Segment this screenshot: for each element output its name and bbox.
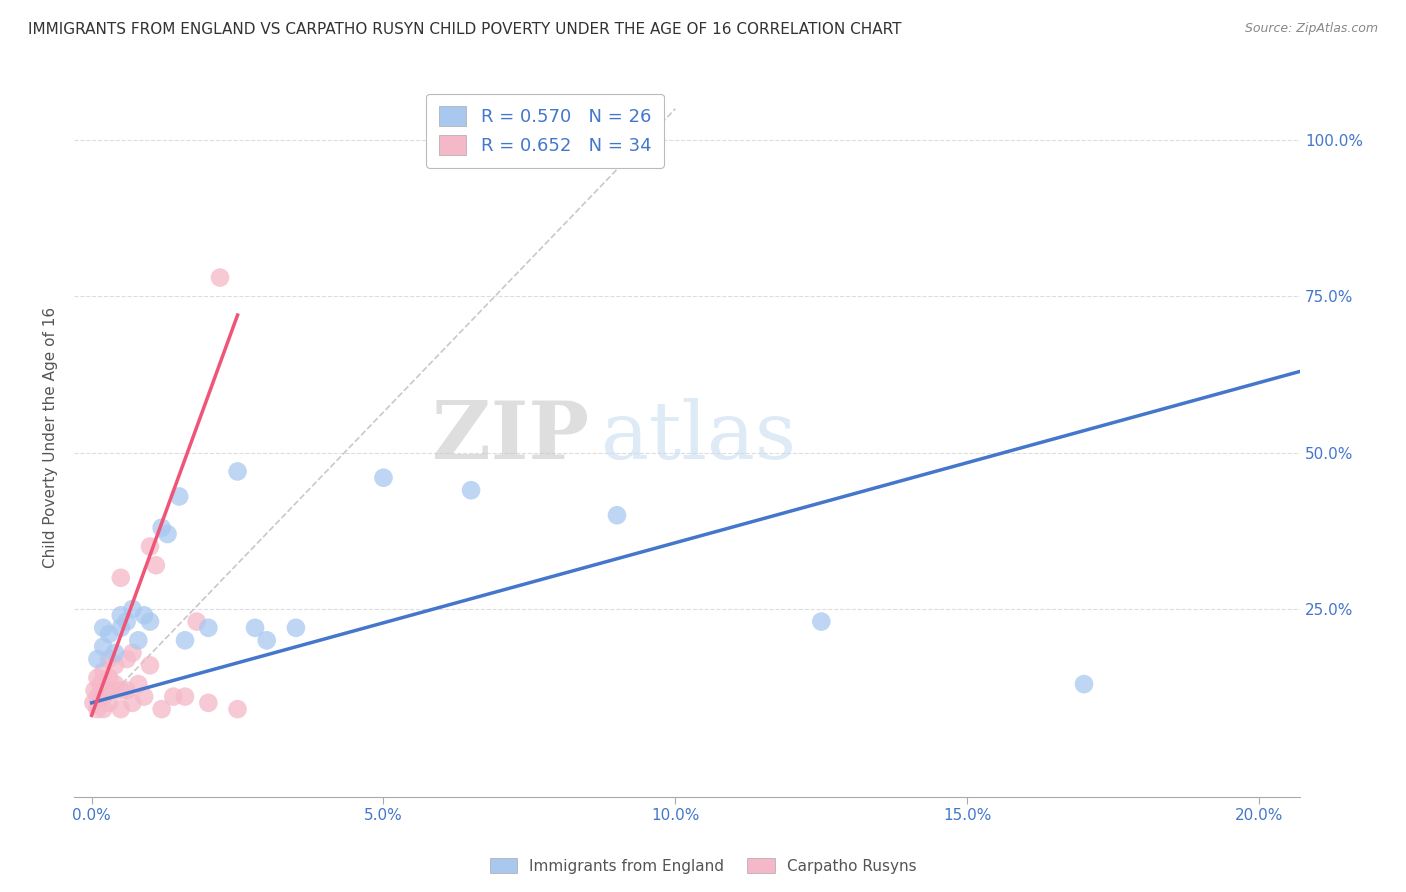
Point bbox=[145, 558, 167, 573]
Text: IMMIGRANTS FROM ENGLAND VS CARPATHO RUSYN CHILD POVERTY UNDER THE AGE OF 16 CORR: IMMIGRANTS FROM ENGLAND VS CARPATHO RUSY… bbox=[28, 22, 901, 37]
Point bbox=[89, 677, 111, 691]
Point bbox=[115, 683, 138, 698]
Point bbox=[91, 621, 114, 635]
Point bbox=[86, 702, 108, 716]
Point bbox=[243, 621, 266, 635]
Point bbox=[104, 658, 127, 673]
Point bbox=[91, 640, 114, 654]
Point bbox=[82, 696, 104, 710]
Legend: R = 0.570   N = 26, R = 0.652   N = 34: R = 0.570 N = 26, R = 0.652 N = 34 bbox=[426, 94, 664, 168]
Point bbox=[83, 683, 105, 698]
Point bbox=[139, 615, 162, 629]
Point bbox=[110, 683, 132, 698]
Point bbox=[174, 633, 197, 648]
Point bbox=[460, 483, 482, 498]
Point bbox=[86, 671, 108, 685]
Point bbox=[86, 690, 108, 704]
Point bbox=[86, 652, 108, 666]
Point bbox=[98, 696, 121, 710]
Point bbox=[110, 608, 132, 623]
Point bbox=[197, 621, 219, 635]
Point bbox=[606, 508, 628, 523]
Point bbox=[810, 615, 832, 629]
Point bbox=[197, 696, 219, 710]
Text: Source: ZipAtlas.com: Source: ZipAtlas.com bbox=[1244, 22, 1378, 36]
Text: atlas: atlas bbox=[602, 398, 796, 476]
Point bbox=[127, 677, 149, 691]
Text: ZIP: ZIP bbox=[432, 398, 589, 476]
Point bbox=[134, 608, 156, 623]
Point bbox=[1073, 677, 1095, 691]
Point bbox=[110, 621, 132, 635]
Point bbox=[91, 702, 114, 716]
Legend: Immigrants from England, Carpatho Rusyns: Immigrants from England, Carpatho Rusyns bbox=[484, 852, 922, 880]
Point bbox=[98, 627, 121, 641]
Point bbox=[139, 658, 162, 673]
Point bbox=[150, 702, 173, 716]
Point bbox=[98, 683, 121, 698]
Point bbox=[127, 633, 149, 648]
Point bbox=[104, 646, 127, 660]
Y-axis label: Child Poverty Under the Age of 16: Child Poverty Under the Age of 16 bbox=[44, 307, 58, 567]
Point bbox=[121, 602, 143, 616]
Point bbox=[174, 690, 197, 704]
Point bbox=[110, 571, 132, 585]
Point bbox=[284, 621, 307, 635]
Point bbox=[91, 690, 114, 704]
Point bbox=[121, 646, 143, 660]
Point bbox=[98, 671, 121, 685]
Point bbox=[208, 270, 231, 285]
Point bbox=[373, 471, 395, 485]
Point bbox=[156, 527, 179, 541]
Point bbox=[115, 615, 138, 629]
Point bbox=[98, 652, 121, 666]
Point bbox=[150, 521, 173, 535]
Point bbox=[121, 696, 143, 710]
Point bbox=[226, 702, 249, 716]
Point bbox=[115, 652, 138, 666]
Point bbox=[167, 490, 190, 504]
Point bbox=[226, 465, 249, 479]
Point bbox=[134, 690, 156, 704]
Point bbox=[91, 665, 114, 679]
Point bbox=[186, 615, 208, 629]
Point bbox=[104, 677, 127, 691]
Point bbox=[256, 633, 278, 648]
Point bbox=[139, 540, 162, 554]
Point bbox=[110, 702, 132, 716]
Point bbox=[162, 690, 184, 704]
